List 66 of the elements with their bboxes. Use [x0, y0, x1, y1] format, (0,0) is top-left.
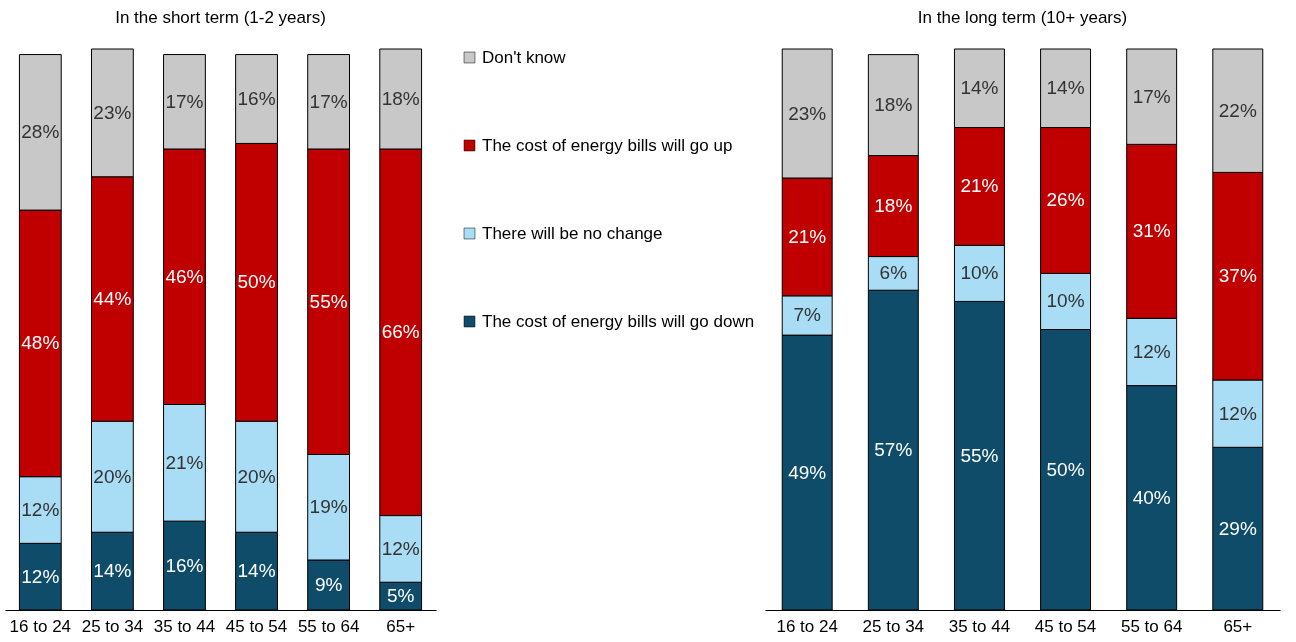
data-label: 40% — [1132, 486, 1171, 508]
data-label: 14% — [237, 560, 276, 582]
chart-title: In the long term (10+ years) — [917, 7, 1128, 27]
data-label: 50% — [237, 271, 276, 293]
data-label: 21% — [788, 225, 827, 247]
data-label: 55% — [309, 290, 348, 312]
data-label: 14% — [960, 77, 999, 99]
x-tick-label: 65+ — [1223, 616, 1253, 636]
data-label: 14% — [1046, 77, 1085, 99]
data-label: 28% — [21, 121, 60, 143]
data-label: 17% — [309, 90, 348, 112]
data-label: 21% — [165, 451, 204, 473]
data-label: 66% — [381, 321, 420, 343]
data-label: 5% — [386, 585, 415, 607]
data-label: 49% — [788, 461, 827, 483]
data-label: 7% — [793, 304, 822, 326]
x-tick-label: 35 to 44 — [153, 616, 216, 636]
data-label: 18% — [874, 195, 913, 217]
data-label: 12% — [1218, 402, 1257, 424]
data-label: 10% — [1046, 290, 1085, 312]
data-label: 18% — [874, 94, 913, 116]
data-label: 26% — [1046, 189, 1085, 211]
x-tick-label: 55 to 64 — [297, 616, 360, 636]
data-label: 6% — [879, 262, 908, 284]
legend-label: Don't know — [482, 47, 567, 67]
x-tick-label: 16 to 24 — [776, 616, 838, 636]
data-label: 16% — [237, 87, 276, 109]
data-label: 17% — [165, 90, 204, 112]
data-label: 37% — [1218, 265, 1257, 287]
data-label: 14% — [93, 560, 132, 582]
data-label: 23% — [788, 102, 827, 124]
x-tick-label: 35 to 44 — [948, 616, 1011, 636]
data-label: 10% — [960, 262, 999, 284]
x-tick-label: 16 to 24 — [9, 616, 72, 636]
data-label: 44% — [93, 287, 132, 309]
data-label: 18% — [381, 87, 420, 109]
data-label: 48% — [21, 332, 60, 354]
x-tick-label: 25 to 34 — [862, 616, 925, 636]
data-label: 12% — [21, 499, 60, 521]
legend-label: There will be no change — [482, 223, 663, 243]
data-label: 55% — [960, 444, 999, 466]
data-label: 12% — [1132, 340, 1171, 362]
data-label: 31% — [1132, 220, 1171, 242]
x-tick-label: 65+ — [386, 616, 416, 636]
data-label: 9% — [314, 574, 343, 595]
data-label: 20% — [237, 465, 276, 487]
data-label: 19% — [309, 496, 348, 518]
data-label: 21% — [960, 175, 999, 197]
chart-title: In the short term (1-2 years) — [115, 7, 326, 27]
x-tick-label: 45 to 54 — [225, 616, 288, 636]
x-tick-label: 25 to 34 — [81, 616, 144, 636]
data-label: 20% — [93, 465, 132, 487]
data-label: 57% — [874, 439, 913, 461]
data-label: 29% — [1218, 517, 1257, 539]
data-label: 12% — [381, 537, 420, 559]
legend-label: The cost of energy bills will go down — [482, 311, 755, 331]
data-label: 50% — [1046, 458, 1085, 480]
data-label: 22% — [1218, 99, 1257, 121]
data-label: 12% — [21, 565, 60, 587]
x-tick-label: 45 to 54 — [1034, 616, 1097, 636]
legend-label: The cost of energy bills will go up — [482, 135, 733, 155]
data-label: 17% — [1132, 85, 1171, 107]
data-label: 23% — [93, 101, 132, 123]
x-tick-label: 55 to 64 — [1120, 616, 1183, 636]
data-label: 46% — [165, 265, 204, 287]
data-label: 16% — [165, 554, 204, 576]
